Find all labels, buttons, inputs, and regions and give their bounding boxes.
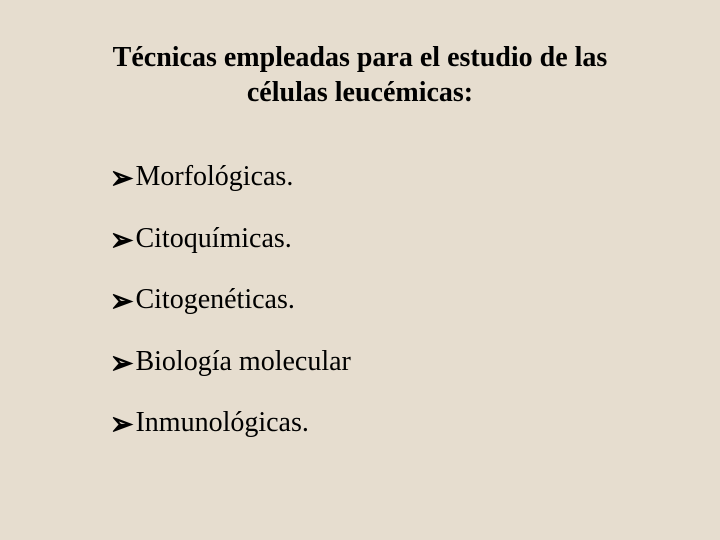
chevron-right-icon: ➢ [110,223,133,255]
list-item: ➢ Inmunológicas. [110,406,660,440]
list-item-label: Citogenéticas. [135,283,294,317]
chevron-right-icon: ➢ [110,285,133,317]
list-item: ➢ Citogenéticas. [110,283,660,317]
list-item-label: Citoquímicas. [135,222,291,256]
chevron-right-icon: ➢ [110,347,133,379]
bullet-list: ➢ Morfológicas. ➢ Citoquímicas. ➢ Citoge… [60,160,660,440]
chevron-right-icon: ➢ [110,408,133,440]
list-item: ➢ Morfológicas. [110,160,660,194]
list-item-label: Morfológicas. [135,160,293,194]
list-item: ➢ Biología molecular [110,345,660,379]
slide-title: Técnicas empleadas para el estudio de la… [60,40,660,110]
slide: Técnicas empleadas para el estudio de la… [0,0,720,540]
chevron-right-icon: ➢ [110,162,133,194]
list-item-label: Inmunológicas. [135,406,308,440]
list-item-label: Biología molecular [135,345,350,379]
list-item: ➢ Citoquímicas. [110,222,660,256]
